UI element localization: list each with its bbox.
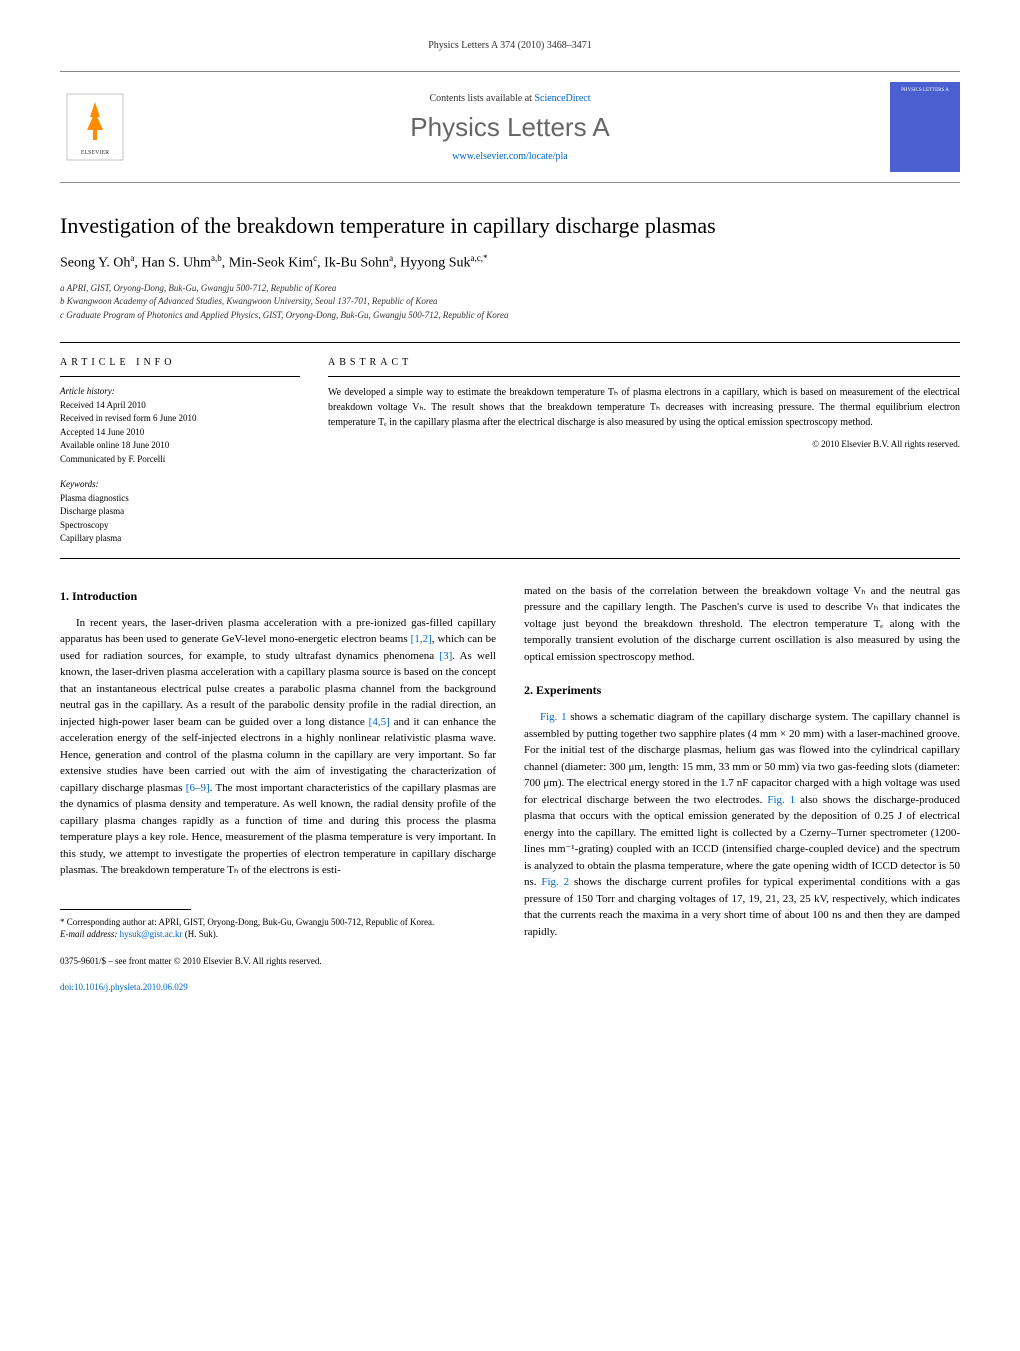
- experiments-paragraph-1: Fig. 1 shows a schematic diagram of the …: [524, 709, 960, 940]
- email-footnote: E-mail address: hysuk@gist.ac.kr (H. Suk…: [60, 928, 496, 941]
- journal-url: www.elsevier.com/locate/pla: [130, 151, 890, 162]
- right-column: mated on the basis of the correlation be…: [524, 583, 960, 994]
- journal-title: Physics Letters A: [130, 112, 890, 143]
- intro-paragraph-2: mated on the basis of the correlation be…: [524, 583, 960, 666]
- ref-link[interactable]: [4,5]: [369, 716, 390, 728]
- body-columns: 1. Introduction In recent years, the las…: [60, 583, 960, 994]
- email-name: (H. Suk).: [182, 929, 218, 939]
- journal-url-link[interactable]: www.elsevier.com/locate/pla: [452, 151, 567, 162]
- contents-line: Contents lists available at ScienceDirec…: [130, 93, 890, 104]
- abstract-heading: ABSTRACT: [328, 355, 960, 377]
- ref-link[interactable]: Fig. 1: [767, 794, 795, 806]
- affiliation-c: c Graduate Program of Photonics and Appl…: [60, 309, 960, 323]
- history-label: Article history:: [60, 385, 300, 399]
- experiments-heading: 2. Experiments: [524, 681, 960, 699]
- doi-link[interactable]: doi:10.1016/j.physleta.2010.06.029: [60, 982, 188, 992]
- elsevier-logo: ELSEVIER: [60, 87, 130, 167]
- history-revised: Received in revised form 6 June 2010: [60, 412, 300, 426]
- intro-paragraph-1: In recent years, the laser-driven plasma…: [60, 615, 496, 879]
- cover-label: PHYSICS LETTERS A: [901, 88, 949, 93]
- email-link[interactable]: hysuk@gist.ac.kr: [120, 929, 183, 939]
- ref-link[interactable]: Fig. 2: [541, 876, 569, 888]
- email-label: E-mail address:: [60, 929, 120, 939]
- ref-link[interactable]: [1,2]: [411, 633, 432, 645]
- affiliation-a: a APRI, GIST, Oryong-Dong, Buk-Gu, Gwang…: [60, 282, 960, 296]
- footer-issn: 0375-9601/$ – see front matter © 2010 El…: [60, 955, 496, 968]
- contents-prefix: Contents lists available at: [429, 93, 534, 104]
- left-column: 1. Introduction In recent years, the las…: [60, 583, 496, 994]
- banner-center: Contents lists available at ScienceDirec…: [130, 93, 890, 162]
- intro-heading: 1. Introduction: [60, 587, 496, 605]
- article-title: Investigation of the breakdown temperatu…: [60, 213, 960, 239]
- keyword-2: Discharge plasma: [60, 505, 300, 519]
- article-info: ARTICLE INFO Article history: Received 1…: [60, 343, 312, 558]
- corresponding-footnote: * Corresponding author at: APRI, GIST, O…: [60, 916, 496, 929]
- svg-text:ELSEVIER: ELSEVIER: [81, 150, 109, 156]
- info-abstract-block: ARTICLE INFO Article history: Received 1…: [60, 342, 960, 559]
- history-received: Received 14 April 2010: [60, 399, 300, 413]
- journal-cover: PHYSICS LETTERS A: [890, 82, 960, 172]
- authors-line: Seong Y. Oha, Han S. Uhma,b, Min-Seok Ki…: [60, 253, 960, 272]
- keyword-4: Capillary plasma: [60, 532, 300, 546]
- abstract-text: We developed a simple way to estimate th…: [328, 385, 960, 430]
- journal-banner: ELSEVIER Contents lists available at Sci…: [60, 71, 960, 183]
- ref-link[interactable]: [3]: [439, 650, 452, 662]
- footnote-separator: [60, 909, 191, 910]
- sciencedirect-link[interactable]: ScienceDirect: [534, 93, 590, 104]
- affiliation-b: b Kwangwoon Academy of Advanced Studies,…: [60, 295, 960, 309]
- journal-reference: Physics Letters A 374 (2010) 3468–3471: [60, 40, 960, 51]
- keyword-3: Spectroscopy: [60, 519, 300, 533]
- ref-link[interactable]: [6–9]: [186, 782, 210, 794]
- ref-link[interactable]: Fig. 1: [540, 711, 567, 723]
- article-info-heading: ARTICLE INFO: [60, 355, 300, 377]
- abstract: ABSTRACT We developed a simple way to es…: [312, 343, 960, 558]
- history-communicated: Communicated by F. Porcelli: [60, 453, 300, 467]
- keywords-label: Keywords:: [60, 478, 300, 492]
- footer-doi: doi:10.1016/j.physleta.2010.06.029: [60, 981, 496, 994]
- affiliations: a APRI, GIST, Oryong-Dong, Buk-Gu, Gwang…: [60, 282, 960, 323]
- keyword-1: Plasma diagnostics: [60, 492, 300, 506]
- history-accepted: Accepted 14 June 2010: [60, 426, 300, 440]
- history-online: Available online 18 June 2010: [60, 439, 300, 453]
- abstract-copyright: © 2010 Elsevier B.V. All rights reserved…: [328, 438, 960, 452]
